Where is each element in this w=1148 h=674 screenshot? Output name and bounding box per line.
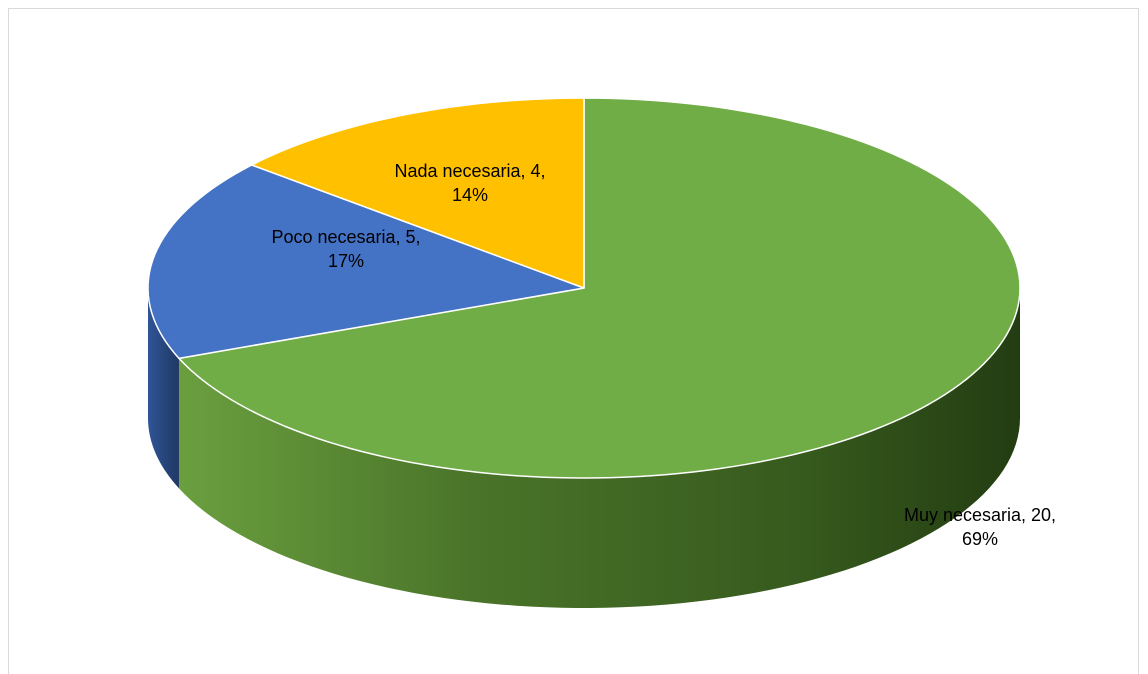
pie-slice-nada-necesaria bbox=[250, 97, 585, 289]
pie-labels: Muy necesaria, 20, 69% Poco necesaria, 5, 1… bbox=[271, 161, 1056, 549]
data-label-poco-necesaria: Poco necesaria, 5, 17% bbox=[271, 227, 420, 271]
data-label-nada-necesaria: Nada necesaria, 4, 14% bbox=[394, 161, 545, 205]
pie-sides bbox=[148, 288, 1021, 608]
pie-side-poco-necesaria bbox=[148, 288, 179, 489]
pie-slice-poco-necesaria bbox=[147, 164, 585, 360]
pie-slices bbox=[147, 97, 1021, 479]
pie-side-muy-necesaria bbox=[178, 288, 1021, 608]
pie-slice-muy-necesaria bbox=[178, 97, 1021, 479]
data-label-muy-necesaria: Muy necesaria, 20, 69% bbox=[904, 505, 1056, 549]
